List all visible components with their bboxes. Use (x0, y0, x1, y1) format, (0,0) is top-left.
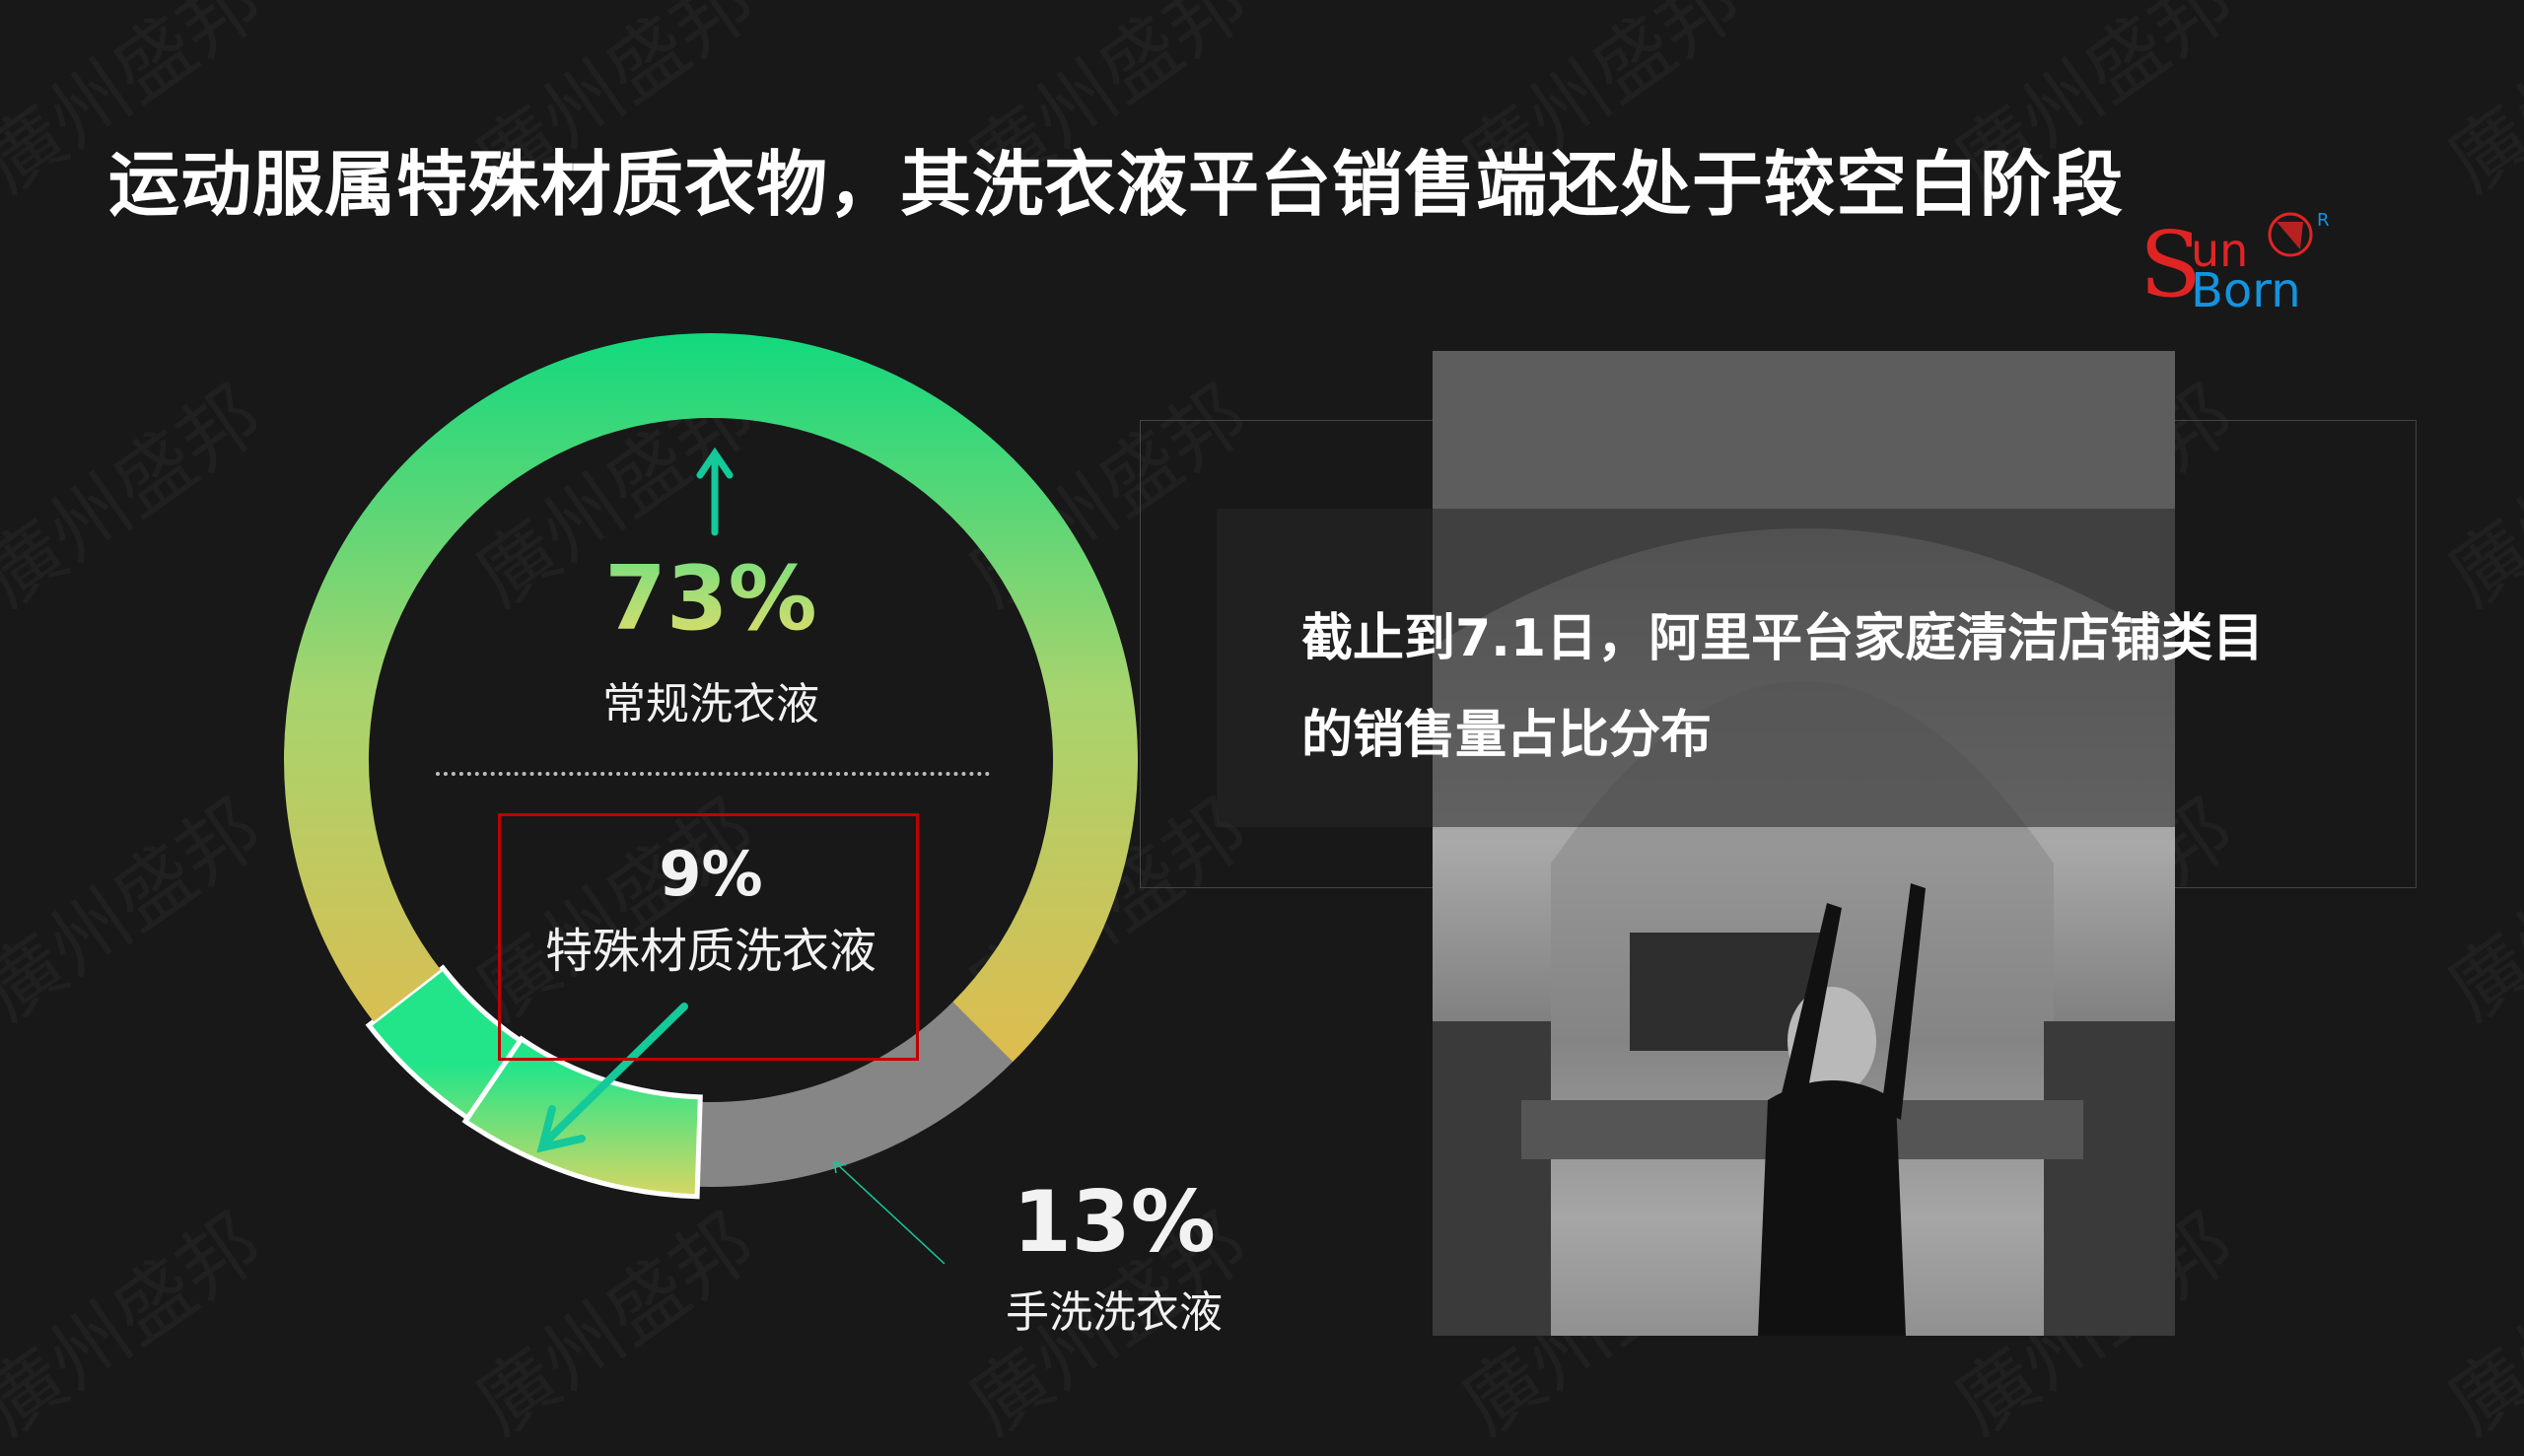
watermark-text: 廣州盛邦 (2421, 768, 2524, 1043)
photo-illustration (1433, 351, 2175, 1336)
info-line-1: 截止到7.1日，阿里平台家庭清洁店铺类目 (1301, 609, 2265, 668)
info-line-2: 的销售量占比分布 (1301, 706, 1713, 765)
donut-chart (283, 332, 1138, 1265)
logo-un: un (2191, 224, 2249, 277)
slice-value-special: 9% (659, 838, 763, 910)
page-title: 运动服属特殊材质衣物，其洗衣液平台销售端还处于较空白阶段 (108, 143, 2125, 226)
down-left-arrow-icon (536, 1003, 688, 1153)
watermark-text: 廣州盛邦 (2421, 0, 2524, 214)
slice-regular (283, 332, 1138, 1063)
slice-label-special: 特殊材质洗衣液 (544, 924, 876, 979)
highlight-box (498, 813, 919, 1061)
logo-born: Born (2191, 263, 2301, 318)
slice-other (365, 964, 525, 1122)
up-arrow-icon (696, 447, 734, 536)
slice-value-regular: 73% (514, 547, 908, 651)
registered-mark: R (2317, 210, 2330, 231)
watermark-text: 廣州盛邦 (2421, 1182, 2524, 1456)
pointer-line (833, 1160, 946, 1265)
slice-handwash (697, 1002, 1014, 1187)
text-overlay (1217, 509, 2175, 827)
dotted-divider (436, 772, 990, 776)
logo: S un Born R (2139, 202, 2347, 320)
slice-value-handwash: 13% (1013, 1173, 1216, 1272)
logo-s: S (2139, 212, 2203, 317)
slice-label-handwash: 手洗洗衣液 (1006, 1287, 1223, 1338)
watermark-text: 廣州盛邦 (2421, 354, 2524, 629)
logo-sun-icon (2268, 212, 2313, 257)
photo-dancer (1433, 351, 2175, 1336)
slice-label-regular: 常规洗衣液 (602, 679, 819, 729)
slice-special (461, 1035, 703, 1200)
